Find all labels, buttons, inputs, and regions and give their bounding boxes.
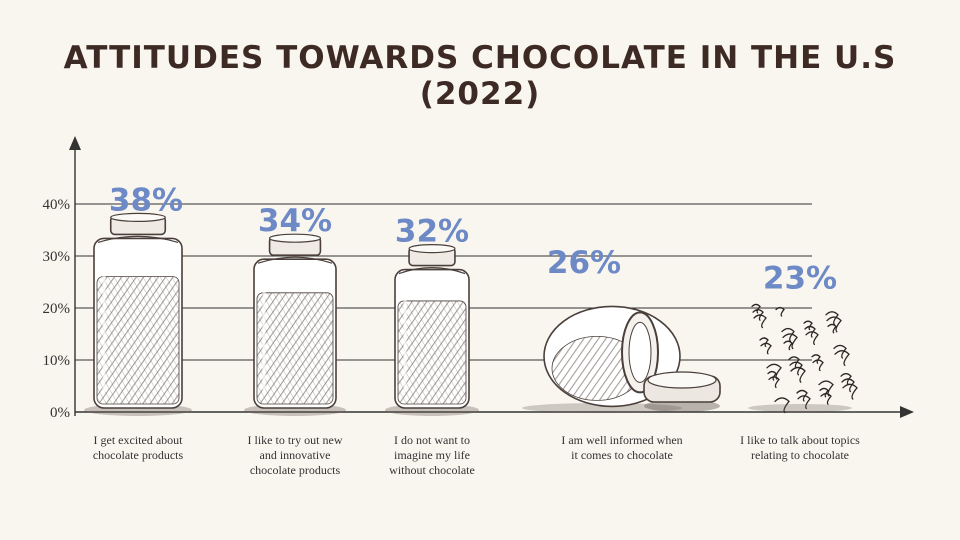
value-label-3: 32% — [395, 214, 469, 250]
value-label-1: 38% — [109, 182, 183, 218]
category-label-3: I do not want to imagine my life without c… — [389, 433, 475, 477]
bar-jar-5 — [748, 303, 858, 414]
bar-jar-4 — [522, 305, 721, 413]
bar-jar-1 — [84, 212, 192, 416]
value-label-2: 34% — [258, 203, 332, 239]
y-tick-label: 0% — [50, 405, 70, 421]
x-axis-arrow — [900, 406, 914, 418]
bar-jar-2 — [244, 233, 346, 416]
category-label-5: I like to talk about topics relating to c… — [740, 433, 860, 462]
bar-jar-3 — [385, 244, 479, 416]
y-tick-label: 10% — [43, 353, 71, 369]
category-label-1: I get excited about chocolate products — [93, 433, 184, 462]
y-tick-label: 20% — [43, 301, 71, 317]
y-axis-arrow — [69, 136, 81, 150]
category-label-2: I like to try out new and innovative choco… — [248, 433, 343, 477]
category-label-4: I am well informed when it comes to choco… — [561, 433, 682, 462]
chart-title: ATTITUDES TOWARDS CHOCOLATE IN THE U.S (… — [63, 40, 897, 112]
y-tick-label: 40% — [43, 197, 71, 213]
y-tick-label: 30% — [43, 249, 71, 265]
value-label-5: 23% — [763, 260, 837, 296]
value-label-4: 26% — [547, 245, 621, 281]
